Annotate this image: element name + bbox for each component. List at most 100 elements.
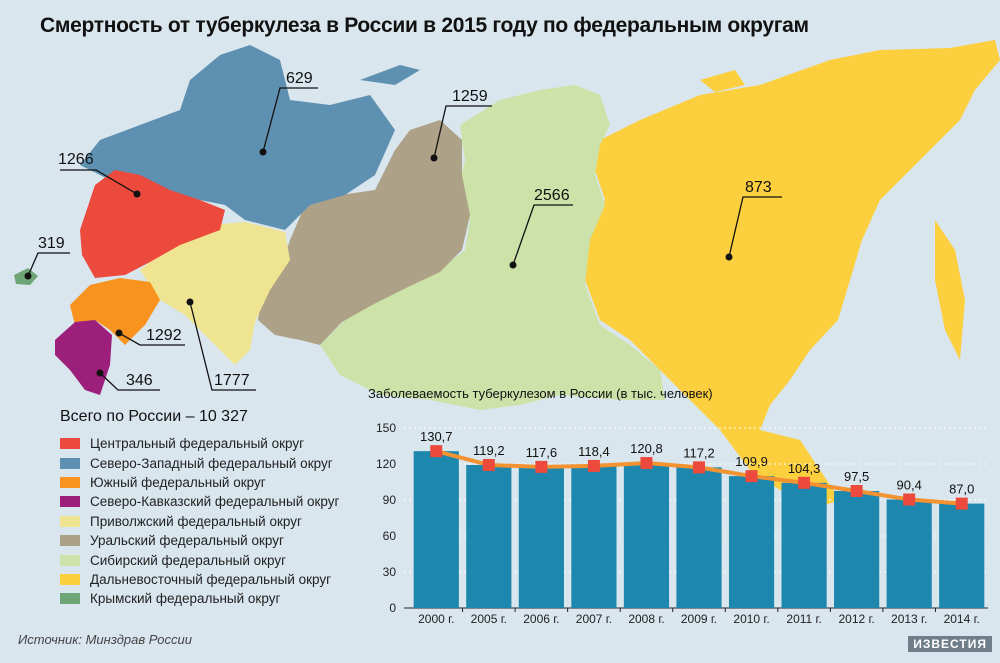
- legend-item: Дальневосточный федеральный округ: [60, 570, 339, 589]
- value-label: 97,5: [844, 469, 869, 484]
- legend-item: Центральный федеральный округ: [60, 434, 339, 453]
- legend-label: Северо-Западный федеральный округ: [90, 455, 333, 471]
- legend-label: Уральский федеральный округ: [90, 533, 284, 549]
- x-tick-label: 2014 г.: [944, 612, 980, 626]
- y-tick-label: 120: [376, 457, 396, 471]
- bar: [571, 465, 617, 608]
- legend-item: Северо-Кавказский федеральный округ: [60, 492, 339, 511]
- x-tick-label: 2013 г.: [891, 612, 927, 626]
- label-southern: 1292: [146, 327, 182, 344]
- x-tick-label: 2005 г.: [471, 612, 507, 626]
- incidence-chart: 0 30 60 90 120 150 130,7 2000 г. 119,2 2005 г. 117…: [376, 421, 988, 626]
- x-tick-label: 2008 г.: [628, 612, 664, 626]
- value-label: 117,6: [526, 445, 558, 460]
- region-volga: [140, 222, 290, 365]
- bar: [834, 491, 880, 608]
- callout-line-ural: [433, 105, 492, 159]
- callout-line-siberia: [512, 204, 573, 266]
- data-marker: [955, 497, 968, 510]
- bar: [676, 467, 722, 608]
- legend-swatch: [60, 535, 80, 547]
- label-far-eastern: 873: [745, 179, 772, 196]
- value-label: 119,2: [473, 443, 505, 458]
- x-tick-label: 2007 г.: [576, 612, 612, 626]
- legend-item: Уральский федеральный округ: [60, 531, 339, 550]
- value-label: 120,8: [630, 441, 663, 456]
- legend-swatch: [60, 573, 80, 585]
- region-north-western: [80, 45, 395, 230]
- callout-line-fareast: [728, 196, 782, 258]
- legend-swatch: [60, 515, 80, 527]
- bar: [781, 482, 827, 608]
- label-north-caucasus: 346: [126, 372, 153, 389]
- x-tick-label: 2010 г.: [733, 612, 769, 626]
- callout-line-crimea: [27, 252, 70, 277]
- y-tick-label: 90: [383, 493, 397, 507]
- legend-swatch: [60, 554, 80, 566]
- region-far-eastern: [585, 40, 1000, 510]
- region-far-eastern-north-island: [700, 70, 745, 92]
- legend-label: Крымский федеральный округ: [90, 591, 281, 607]
- region-far-eastern-island: [935, 220, 965, 360]
- data-marker: [850, 485, 863, 497]
- value-label: 87,0: [949, 482, 974, 497]
- region-north-caucasus: [55, 320, 112, 395]
- x-tick-label: 2012 г.: [838, 612, 874, 626]
- label-ural: 1259: [452, 88, 488, 105]
- label-crimea: 319: [38, 235, 65, 252]
- y-tick-label: 60: [383, 529, 397, 543]
- label-central: 1266: [58, 151, 94, 168]
- y-tick-label: 30: [383, 565, 397, 579]
- legend-item: Южный федеральный округ: [60, 473, 339, 492]
- legend-swatch: [60, 496, 80, 508]
- legend-label: Дальневосточный федеральный округ: [90, 571, 332, 587]
- x-tick-label: 2011 г.: [786, 612, 821, 626]
- source-note: Источник: Минздрав России: [18, 632, 192, 647]
- y-tick-label: 0: [389, 601, 396, 615]
- data-marker: [798, 476, 811, 489]
- legend-swatch: [60, 593, 80, 605]
- label-siberian: 2566: [534, 187, 570, 204]
- legend-swatch: [60, 476, 80, 488]
- legend-label: Сибирский федеральный округ: [90, 552, 287, 568]
- legend-label: Южный федеральный округ: [90, 474, 266, 490]
- data-marker: [587, 459, 600, 472]
- data-marker: [693, 461, 705, 474]
- callout-line-nw: [262, 87, 318, 153]
- data-marker: [430, 445, 443, 458]
- bar: [886, 499, 932, 608]
- bar: [518, 466, 564, 608]
- legend-item: Сибирский федеральный округ: [60, 550, 339, 569]
- data-marker: [482, 458, 495, 471]
- page-title: Смертность от туберкулеза в России в 201…: [40, 14, 809, 37]
- legend-item: Приволжский федеральный округ: [60, 512, 339, 531]
- legend-total: Всего по России – 10 327: [60, 408, 248, 425]
- legend-label: Северо-Кавказский федеральный округ: [90, 494, 340, 510]
- value-label: 118,4: [578, 444, 610, 459]
- bar: [939, 503, 985, 608]
- legend-label: Приволжский федеральный округ: [90, 513, 302, 529]
- region-ural: [258, 120, 470, 345]
- value-label: 117,2: [683, 445, 715, 460]
- legend-swatch: [60, 438, 80, 450]
- region-north-western-islands: [360, 65, 420, 85]
- region-southern: [70, 278, 160, 345]
- bar: [466, 464, 512, 608]
- callout-line-caucasus: [99, 372, 160, 391]
- value-label: 90,4: [897, 478, 922, 493]
- label-north-western: 629: [286, 70, 313, 87]
- data-marker: [535, 460, 548, 473]
- x-tick-label: 2006 г.: [523, 612, 559, 626]
- bar: [413, 451, 459, 608]
- x-tick-label: 2000 г.: [418, 612, 454, 626]
- value-label: 109,9: [735, 454, 768, 469]
- legend-item: Крымский федеральный округ: [60, 589, 339, 608]
- x-tick-label: 2009 г.: [681, 612, 717, 626]
- value-label: 130,7: [420, 429, 453, 444]
- chart-title: Заболеваемость туберкулезом в России (в …: [368, 386, 713, 401]
- y-tick-label: 150: [376, 421, 396, 435]
- legend: Всего по России – 10 327 Центральный фед…: [60, 408, 339, 609]
- callout-line-central: [60, 169, 138, 195]
